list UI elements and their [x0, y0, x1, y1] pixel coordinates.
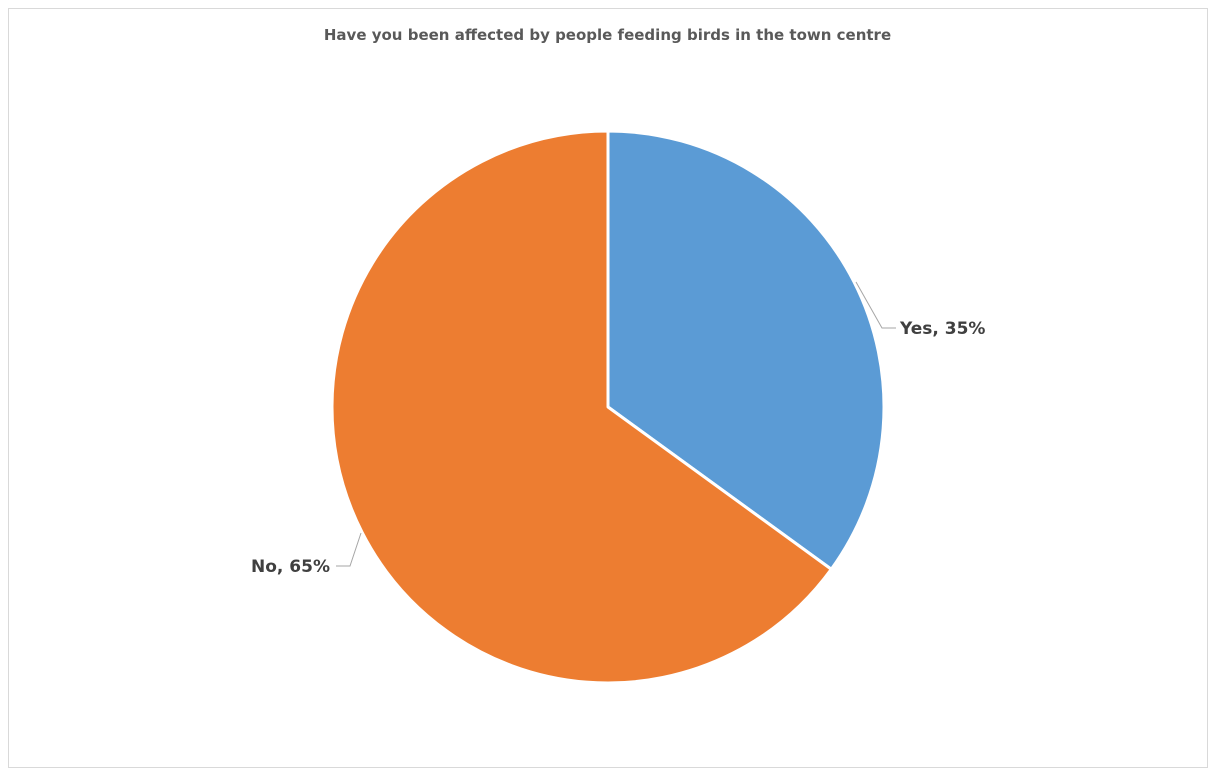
leader-line-yes — [855, 281, 896, 329]
pie-slice-no — [330, 129, 833, 685]
pie-slices — [330, 129, 886, 685]
pie-chart: Yes, 35% No, 65% — [251, 129, 985, 685]
data-label-yes: Yes, 35% — [899, 319, 985, 339]
leader-line-no — [336, 532, 362, 567]
pie-slice-yes — [606, 129, 886, 571]
leader-lines — [336, 281, 896, 567]
chart-title: Have you been affected by people feeding… — [323, 26, 892, 44]
data-label-no: No, 65% — [251, 557, 330, 577]
data-labels: Yes, 35% No, 65% — [251, 319, 985, 577]
